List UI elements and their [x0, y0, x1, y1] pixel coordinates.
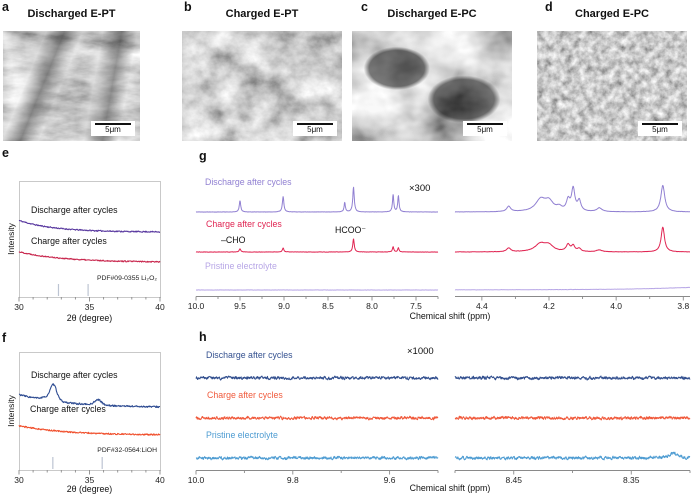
h-series-label-discharge: Discharge after cycles — [206, 350, 293, 360]
sem-image-c: 5μm — [352, 31, 512, 141]
h-x-axis-label: Chemical shift (ppm) — [409, 483, 491, 493]
g-annotation-cho: –CHO — [221, 235, 246, 245]
svg-text:4.2: 4.2 — [543, 301, 555, 311]
e-x-axis-label: 2θ (degree) — [66, 313, 113, 323]
h-series-label-charge: Charge after cycles — [207, 390, 283, 400]
svg-text:4.4: 4.4 — [476, 301, 488, 311]
svg-text:9.8: 9.8 — [287, 475, 299, 485]
svg-text:40: 40 — [155, 302, 165, 312]
scale-bar-label: 5μm — [477, 125, 493, 134]
scale-bar: 5μm — [293, 121, 337, 136]
scale-bar-label: 5μm — [307, 125, 323, 134]
e-series-label-charge: Charge after cycles — [31, 236, 107, 246]
f-series-label-charge: Charge after cycles — [30, 404, 106, 414]
sem-title-d: Charged E-PC — [575, 8, 649, 20]
svg-text:4.0: 4.0 — [610, 301, 622, 311]
e-reference-label: PDF#09-0355 Li₂O₂ — [96, 275, 157, 282]
panel-letter-a: a — [2, 0, 9, 14]
svg-text:7.5: 7.5 — [410, 301, 422, 311]
f-series-label-discharge: Discharge after cycles — [31, 370, 118, 380]
sem-image-b: 5μm — [182, 31, 342, 141]
scale-bar-line — [297, 123, 333, 125]
sem-image-d: 5μm — [537, 31, 687, 141]
panel-letter-f: f — [2, 331, 7, 345]
h-magnification-label: ×1000 — [407, 346, 434, 357]
f-reference-label: PDF#32-0564:LiOH — [97, 447, 157, 454]
sem-title-a: Discharged E-PT — [27, 8, 116, 20]
sem-title-b: Charged E-PT — [225, 8, 299, 20]
svg-text:9.5: 9.5 — [234, 301, 246, 311]
panel-letter-c: c — [361, 0, 368, 14]
svg-text:10.0: 10.0 — [188, 475, 205, 485]
g-x-axis-label: Chemical shift (ppm) — [409, 311, 491, 321]
scale-bar-line — [95, 123, 131, 125]
panel-letter-b: b — [184, 0, 192, 14]
e-y-axis-label: Intensity — [6, 223, 16, 255]
scale-bar-line — [467, 123, 503, 125]
e-series-label-discharge: Discharge after cycles — [31, 205, 118, 215]
svg-text:8.5: 8.5 — [322, 301, 334, 311]
panel-letter-h: h — [199, 330, 207, 344]
svg-text:8.0: 8.0 — [366, 301, 378, 311]
f-y-axis-label: Intensity — [6, 395, 16, 427]
panel-letter-g: g — [199, 149, 207, 163]
panel-letter-d: d — [545, 0, 553, 14]
svg-text:10.0: 10.0 — [188, 301, 205, 311]
g-magnification-label: ×300 — [409, 183, 431, 194]
scale-bar: 5μm — [463, 121, 507, 136]
g-series-label-charge: Charge after cycles — [206, 219, 282, 229]
sem-title-c: Discharged E-PC — [387, 8, 477, 20]
h-series-label-pristine: Pristine electrolyte — [206, 430, 278, 440]
scale-bar: 5μm — [91, 121, 135, 136]
svg-text:35: 35 — [85, 302, 95, 312]
sem-image-a: 5μm — [3, 31, 140, 141]
f-x-axis-label: 2θ (degree) — [66, 484, 113, 494]
svg-text:30: 30 — [14, 302, 24, 312]
g-series-label-discharge: Discharge after cycles — [205, 177, 292, 187]
scale-bar-label: 5μm — [105, 125, 121, 134]
svg-text:9.0: 9.0 — [278, 301, 290, 311]
svg-text:8.35: 8.35 — [623, 475, 640, 485]
scale-bar: 5μm — [638, 121, 682, 136]
scale-bar-label: 5μm — [652, 125, 668, 134]
scale-bar-line — [642, 123, 678, 125]
svg-text:3.8: 3.8 — [677, 301, 689, 311]
g-annotation-hcoo: HCOO⁻ — [335, 225, 367, 235]
panel-letter-e: e — [2, 146, 9, 160]
g-series-label-pristine: Pristine electrolyte — [205, 261, 277, 271]
